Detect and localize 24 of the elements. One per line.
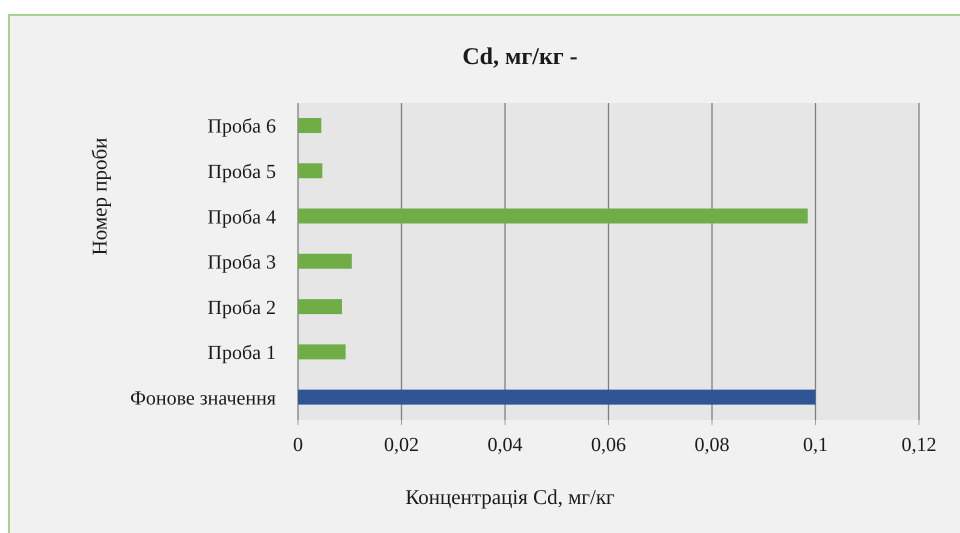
y-tick-label: Проба 2 xyxy=(208,296,276,319)
y-tick-label: Фонове значення xyxy=(130,387,276,410)
bar xyxy=(298,208,808,224)
y-tick-label: Проба 5 xyxy=(208,161,276,184)
bar xyxy=(298,344,346,360)
x-tick-label: 0,02 xyxy=(384,434,419,456)
y-axis-title: Номер проби xyxy=(88,136,112,258)
x-tick-label: 0,08 xyxy=(694,434,730,456)
y-tick-label: Проба 6 xyxy=(208,116,276,138)
y-tick-label: Проба 3 xyxy=(208,252,276,274)
x-tick-label: 0,1 xyxy=(803,434,828,456)
chart-title: Cd, мг/кг - xyxy=(461,44,579,71)
bar xyxy=(298,390,816,405)
x-tick-label: 0,04 xyxy=(488,434,522,456)
bar xyxy=(298,299,342,314)
x-tick-label: 0,06 xyxy=(591,434,626,456)
bar xyxy=(298,118,322,133)
x-tick-label: 0,12 xyxy=(902,434,936,456)
y-tick-label: Проба 1 xyxy=(208,342,276,364)
x-axis-title: Концентрація Cd, мг/кг xyxy=(404,485,616,510)
y-tick-label: Проба 4 xyxy=(208,206,276,228)
x-tick-label: 0 xyxy=(293,434,303,456)
bar xyxy=(298,163,322,178)
bar xyxy=(298,254,352,269)
